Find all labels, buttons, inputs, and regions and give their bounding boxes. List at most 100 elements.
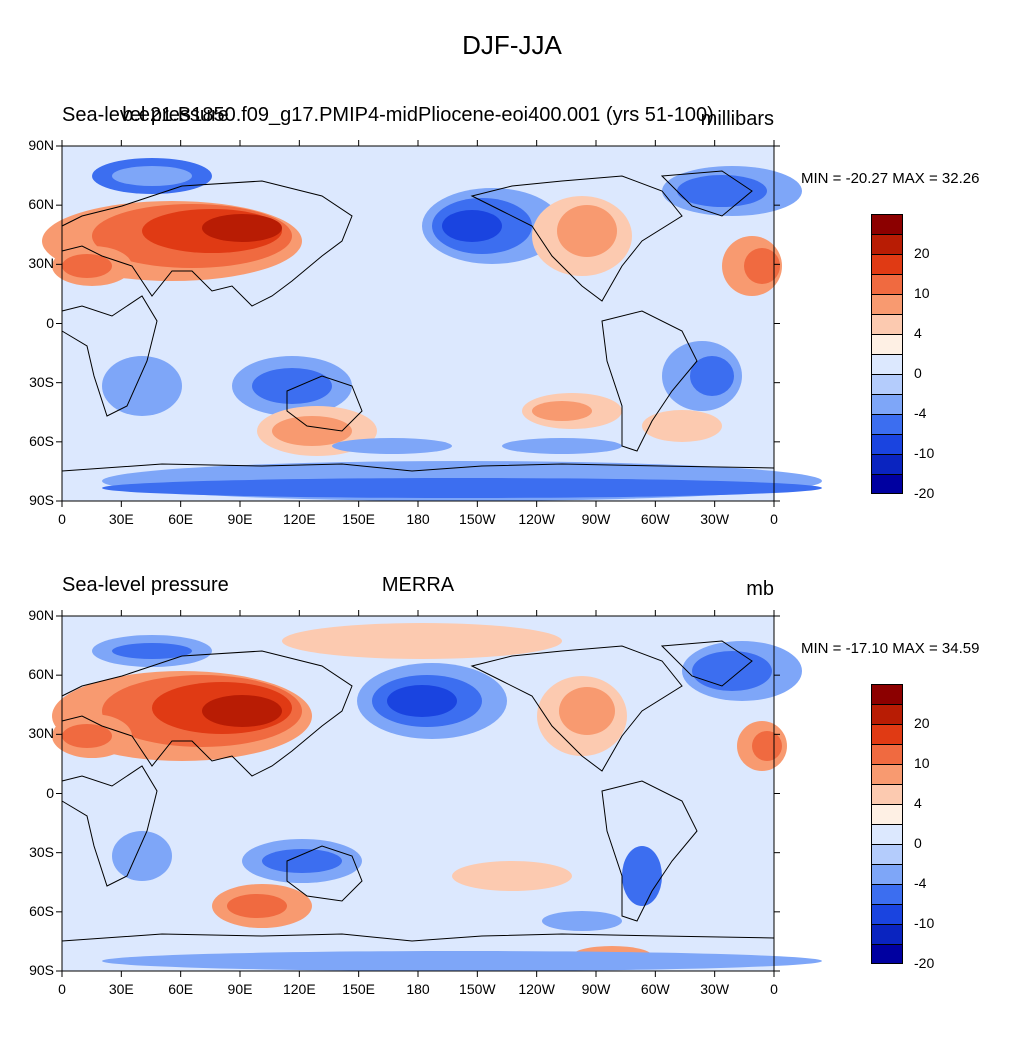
contour-region — [677, 175, 767, 207]
contour-region — [622, 846, 662, 906]
colorbar-label: -20 — [914, 955, 935, 971]
lat-label: 60N — [28, 196, 54, 213]
colorbar-segment — [871, 924, 903, 944]
coastline — [286, 375, 363, 432]
colorbar — [871, 214, 903, 494]
contour-region — [102, 951, 822, 971]
contour-region — [282, 623, 562, 659]
panel-units: millibars — [700, 108, 774, 130]
panel-center-title: b.e21.B1850.f09_g17.PMIP4-midPliocene-eo… — [122, 104, 714, 126]
lon-label: 180 — [406, 511, 430, 527]
lat-label: 0 — [46, 784, 54, 801]
colorbar-segment — [871, 434, 903, 454]
lon-label: 30E — [108, 981, 134, 997]
lon-label: 90E — [227, 981, 253, 997]
lon-label: 60W — [640, 511, 670, 527]
panel-merra: Sea-level pressure MERRA mb MIN = -17.10… — [0, 570, 1024, 1040]
colorbar-segment — [871, 764, 903, 784]
coastline — [601, 310, 698, 452]
colorbar-label: 0 — [914, 835, 922, 851]
coastlines — [61, 640, 775, 942]
coastline — [61, 765, 158, 887]
colorbar-segment — [871, 704, 903, 724]
field-contours — [42, 158, 822, 501]
coastline — [601, 780, 698, 922]
coastline — [61, 933, 775, 942]
panel-model: Sea-level pressure b.e21.B1850.f09_g17.P… — [0, 100, 1024, 570]
contour-region — [102, 356, 182, 416]
contour-region — [252, 368, 332, 404]
lon-label: 120E — [282, 511, 316, 527]
colorbar — [871, 684, 903, 964]
colorbar-segment — [871, 744, 903, 764]
contour-region — [202, 214, 282, 242]
lon-label: 0 — [770, 511, 778, 527]
contour-region — [202, 695, 282, 727]
contour-region — [532, 401, 592, 421]
coastline — [470, 175, 683, 302]
coastline — [61, 463, 775, 472]
lon-label: 30W — [700, 511, 730, 527]
colorbar-segment — [871, 844, 903, 864]
lon-label: 30E — [108, 511, 134, 527]
lon-label: 90W — [581, 981, 611, 997]
colorbar-segment — [871, 884, 903, 904]
lat-label: 90N — [28, 607, 54, 623]
colorbar-segment — [871, 354, 903, 374]
colorbar-segment — [871, 864, 903, 884]
colorbar-segment — [871, 804, 903, 824]
lon-label: 60W — [640, 981, 670, 997]
panel-center-title: MERRA — [381, 574, 455, 596]
contour-region — [387, 685, 457, 717]
contour-region — [112, 166, 192, 186]
colorbar-segment — [871, 724, 903, 744]
panel-units: mb — [746, 578, 774, 600]
colorbar-label: -4 — [914, 875, 927, 891]
lat-label: 90N — [28, 137, 54, 153]
lat-label: 60N — [28, 666, 54, 683]
colorbar-segment — [871, 374, 903, 394]
slp-map — [42, 140, 822, 507]
lon-label: 150E — [342, 511, 375, 527]
lon-label: 180 — [406, 981, 430, 997]
coastline — [660, 640, 753, 687]
lon-label: 0 — [770, 981, 778, 997]
map-svg — [42, 140, 822, 507]
contour-region — [332, 438, 452, 454]
lat-label: 30N — [28, 725, 54, 742]
colorbar-segment — [871, 474, 903, 494]
coastline — [470, 645, 683, 772]
colorbar-segment — [871, 394, 903, 414]
colorbar-segment — [871, 274, 903, 294]
colorbar-segment — [871, 214, 903, 234]
contour-region — [452, 861, 572, 891]
lon-label: 0 — [58, 511, 66, 527]
lat-label: 60S — [29, 902, 54, 919]
contour-region — [542, 911, 622, 931]
lat-label: 30S — [29, 843, 54, 860]
colorbar-label: 4 — [914, 795, 922, 811]
coastline — [286, 845, 363, 902]
coastlines — [61, 170, 775, 472]
contour-region — [272, 416, 352, 446]
colorbar-label: 10 — [914, 755, 930, 771]
colorbar-label: -10 — [914, 445, 935, 461]
contour-region — [62, 724, 112, 748]
lat-label: 90S — [29, 962, 54, 978]
colorbar-segment — [871, 904, 903, 924]
tick-marks — [56, 610, 780, 977]
contour-region — [559, 687, 615, 735]
colorbar-label: -10 — [914, 915, 935, 931]
contour-region — [752, 731, 782, 761]
contour-region — [112, 643, 192, 659]
colorbar-segment — [871, 254, 903, 274]
contour-region — [642, 410, 722, 442]
slp-map — [52, 610, 822, 977]
colorbar-segment — [871, 944, 903, 964]
colorbar-label: 20 — [914, 715, 930, 731]
colorbar-segment — [871, 314, 903, 334]
colorbar-label: 4 — [914, 325, 922, 341]
contour-region — [690, 356, 734, 396]
lon-label: 60E — [168, 511, 194, 527]
coastline — [61, 180, 353, 307]
